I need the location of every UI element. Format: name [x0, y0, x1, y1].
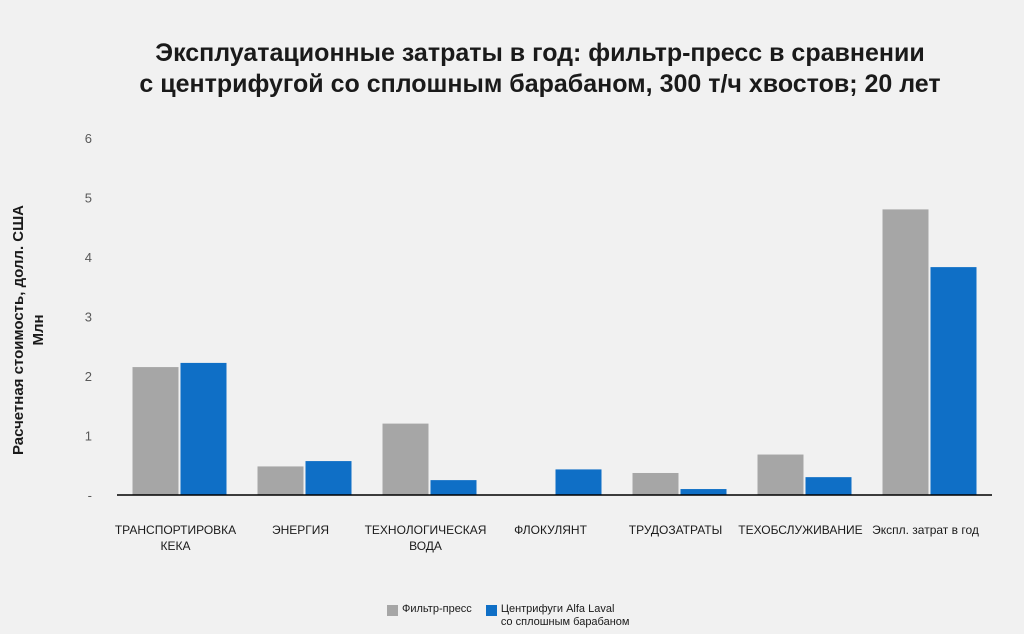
bar-centrifuge-2 [430, 480, 477, 495]
legend-item-centrifuge: Центрифуги Alfa Laval со сплошным барабан… [485, 603, 630, 629]
bar-centrifuge-6 [930, 267, 977, 495]
x-category-label: ТРУДОЗАТРАТЫ [628, 523, 723, 537]
y-tick-label: 3 [85, 310, 92, 325]
legend-swatch [387, 605, 398, 616]
bar-centrifuge-0 [180, 362, 227, 495]
legend-swatch [485, 605, 497, 616]
y-axis-ticks: - 1 2 3 4 5 6 [85, 131, 92, 503]
x-category-label: ФЛОКУЛЯНТ [514, 523, 587, 537]
y-tick-label: 2 [85, 369, 92, 384]
x-category-label: ТРАНСПОРТИРОВКА КЕКА [114, 523, 237, 553]
bar-centrifuge-5 [805, 477, 852, 495]
bar-centrifuge-3 [555, 469, 602, 495]
y-tick-label: - [88, 488, 92, 503]
bar-filter-press-5 [757, 454, 804, 495]
bars [132, 209, 977, 495]
bar-filter-press-2 [382, 423, 429, 495]
x-category-label: ЭНЕРГИЯ [271, 523, 330, 537]
legend-item-filter-press: Фильтр-пресс [387, 603, 472, 616]
legend-label: Фильтр-пресс [402, 603, 472, 615]
chart-title-line-2: с центрифугой со сплошным барабаном, 300… [139, 70, 941, 98]
x-category-label: Экспл. затрат в год [872, 523, 979, 537]
bar-filter-press-4 [632, 472, 679, 495]
y-tick-label: 6 [85, 131, 92, 146]
y-tick-label: 1 [85, 429, 92, 444]
legend: Фильтр-пресс Центрифуги Alfa Laval со спло… [387, 603, 643, 629]
bar-centrifuge-4 [680, 489, 727, 495]
chart-title-line-1: Эксплуатационные затраты в год: фильтр-п… [155, 39, 925, 67]
chart-title: Эксплуатационные затраты в год: фильтр-п… [0, 38, 1024, 100]
x-category-label: ТЕХОБСЛУЖИВАНИЕ [738, 523, 863, 537]
bar-filter-press-0 [132, 367, 179, 495]
legend-label: Центрифуги Alfa Laval со сплошным барабан… [500, 603, 630, 628]
bar-filter-press-6 [882, 209, 929, 495]
bar-filter-press-1 [257, 466, 304, 495]
y-tick-label: 4 [85, 250, 92, 265]
x-category-label: ТЕХНОЛОГИЧЕСКАЯ ВОДА [364, 523, 487, 553]
y-tick-label: 5 [85, 191, 92, 206]
bar-centrifuge-1 [305, 461, 352, 495]
